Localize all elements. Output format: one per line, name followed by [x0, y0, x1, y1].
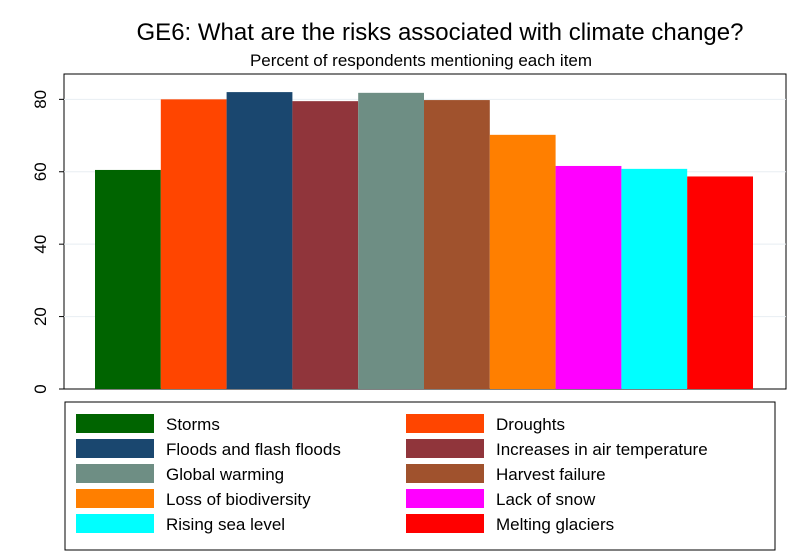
- legend-label: Global warming: [166, 465, 284, 484]
- legend-swatch: [76, 439, 154, 458]
- bar-droughts: [160, 99, 227, 390]
- legend-swatch: [406, 414, 484, 433]
- bar-lack-of-snow: [555, 165, 622, 389]
- legend: Storms Droughts Floods and flash floods Inc…: [76, 414, 708, 534]
- legend-swatch: [76, 414, 154, 433]
- bar-loss-of-biodiversity: [489, 134, 556, 389]
- bar-floods-and-flash-floods: [226, 92, 293, 389]
- legend-label: Floods and flash floods: [166, 440, 341, 459]
- y-tick-label: 60: [31, 162, 50, 181]
- bar-melting-glaciers: [687, 176, 753, 389]
- bar-storms: [95, 169, 161, 389]
- legend-swatch: [76, 514, 154, 533]
- legend-swatch: [406, 464, 484, 483]
- legend-swatch: [406, 514, 484, 533]
- legend-label: Harvest failure: [496, 465, 606, 484]
- bar-rising-sea-level: [621, 168, 688, 389]
- legend-label: Increases in air temperature: [496, 440, 708, 459]
- y-tick-label: 20: [31, 307, 50, 326]
- y-axis-ticks: 0 20 40 60 80: [31, 90, 64, 394]
- legend-swatch: [76, 489, 154, 508]
- legend-label: Rising sea level: [166, 515, 285, 534]
- y-tick-label: 0: [31, 384, 50, 393]
- y-tick-label: 80: [31, 90, 50, 109]
- legend-swatch: [406, 439, 484, 458]
- legend-label: Loss of biodiversity: [166, 490, 311, 509]
- bar-harvest-failure: [424, 100, 490, 389]
- y-tick-label: 40: [31, 235, 50, 254]
- legend-label: Lack of snow: [496, 490, 596, 509]
- legend-label: Melting glaciers: [496, 515, 614, 534]
- legend-swatch: [76, 464, 154, 483]
- legend-label: Storms: [166, 415, 220, 434]
- chart-title: GE6: What are the risks associated with …: [137, 19, 744, 46]
- bar-global-warming: [358, 92, 424, 390]
- legend-label: Droughts: [496, 415, 565, 434]
- chart-subtitle: Percent of respondents mentioning each i…: [250, 51, 592, 70]
- bars: [95, 92, 753, 390]
- bar-increases-in-air-temperature: [292, 101, 359, 389]
- legend-swatch: [406, 489, 484, 508]
